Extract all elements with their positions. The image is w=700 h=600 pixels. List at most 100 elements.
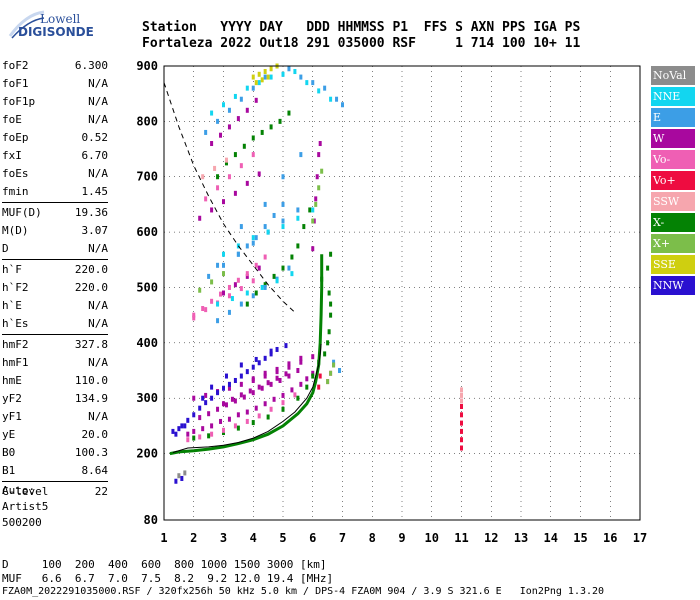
data-point-w [239, 392, 243, 398]
data-point-nnw [254, 356, 258, 362]
x-tick-label: 11 [454, 531, 468, 545]
data-point-vo- [204, 196, 208, 202]
data-point-sse [266, 74, 270, 80]
data-point-vo- [293, 392, 297, 398]
param-value: 220.0 [74, 263, 108, 276]
data-point-w [315, 174, 319, 180]
x-tick-label: 4 [250, 531, 257, 545]
data-point-x- [251, 420, 255, 426]
data-point-w [305, 376, 309, 382]
data-point-w [242, 394, 246, 400]
data-point-nne [281, 224, 285, 230]
data-point-vo- [317, 384, 321, 390]
data-point-w [198, 215, 202, 221]
data-point-w [192, 395, 196, 401]
data-point-ssw [213, 165, 217, 171]
data-point-vo- [210, 431, 214, 437]
data-point-w [245, 409, 249, 415]
data-point-w [245, 107, 249, 113]
data-point-e [236, 251, 240, 257]
param-value: 3.07 [81, 224, 109, 237]
data-point-e [299, 152, 303, 158]
data-point-e [263, 284, 267, 290]
data-point-nnw [245, 369, 249, 375]
data-point-e [251, 240, 255, 246]
data-point-nne [245, 85, 249, 91]
param-row: h`E N/A [2, 297, 108, 315]
data-point-w [251, 390, 255, 396]
data-point-nnw [183, 423, 187, 429]
data-point-x- [222, 271, 225, 277]
y-tick-label: 900 [136, 59, 158, 73]
data-point-x- [210, 279, 214, 285]
y-tick-label: 300 [136, 391, 158, 405]
data-point-e [281, 201, 285, 207]
data-point-e [239, 96, 243, 102]
data-point-x- [323, 351, 327, 357]
data-point-w [263, 373, 267, 379]
data-point-vo- [192, 315, 196, 321]
legend: NoVal NNE E W Vo- Vo+ SSW X- X+ SSE NNW [651, 66, 695, 297]
data-point-noval [177, 473, 181, 479]
data-point-nne [296, 215, 300, 221]
data-point-vo- [460, 445, 463, 451]
param-value: N/A [88, 113, 108, 126]
y-tick-label: 200 [136, 447, 158, 461]
param-value: N/A [88, 167, 108, 180]
data-point-x- [251, 135, 255, 141]
data-point-w [269, 381, 273, 387]
param-value: 6.70 [81, 149, 109, 162]
data-point-e [216, 118, 220, 124]
data-point-w [257, 265, 261, 271]
data-point-nnw [269, 348, 273, 354]
data-point-vo- [222, 427, 225, 433]
data-point-nnw [227, 381, 231, 387]
data-point-w [284, 371, 288, 377]
digisonde-logo: Lowell DIGISONDE [4, 8, 124, 42]
data-point-e [251, 85, 255, 91]
data-point-e [263, 201, 267, 207]
param-value: 100.3 [74, 446, 108, 459]
data-point-w [233, 190, 237, 196]
data-point-nnw [269, 351, 273, 357]
logo-swoosh-icon [8, 10, 45, 39]
data-point-nne [266, 229, 270, 235]
param-row: foE N/A [2, 111, 108, 129]
footer-info: FZA0M_2022291035000.RSF / 320fx256h 50 k… [2, 586, 605, 597]
param-row: D N/A [2, 240, 108, 258]
data-point-e [281, 218, 285, 224]
data-point-nnw [210, 384, 214, 390]
param-name: fmin [2, 185, 29, 198]
data-point-x- [329, 251, 333, 257]
data-point-nnw [224, 373, 228, 379]
param-row: h`Es N/A [2, 315, 108, 333]
data-point-x- [236, 425, 240, 431]
data-point-w [275, 375, 279, 381]
param-value: 110.0 [74, 374, 108, 387]
param-value: 220.0 [74, 281, 108, 294]
param-value: 0.52 [81, 131, 109, 144]
x-tick-label: 6 [309, 531, 316, 545]
data-point-w [287, 373, 291, 379]
data-point-w [192, 428, 196, 434]
legend-item: NNE [651, 87, 695, 106]
data-point-nnw [186, 417, 190, 423]
data-point-nne [293, 69, 297, 75]
data-point-vo- [460, 437, 463, 443]
data-point-e [296, 207, 300, 213]
data-point-vo- [269, 406, 273, 412]
data-point-nne [311, 207, 315, 213]
data-point-w [201, 426, 205, 432]
data-point-x- [314, 201, 318, 207]
data-point-nnw [257, 360, 261, 366]
data-point-nnw [177, 426, 181, 432]
data-point-x- [329, 312, 333, 318]
data-point-nne [317, 88, 321, 94]
data-point-sse [251, 74, 255, 80]
data-point-nnw [192, 412, 196, 418]
param-value: 327.8 [74, 338, 108, 351]
data-point-e [311, 80, 315, 86]
data-point-nnw [204, 400, 208, 406]
data-point-nne [251, 235, 255, 241]
data-point-nnw [201, 395, 205, 401]
